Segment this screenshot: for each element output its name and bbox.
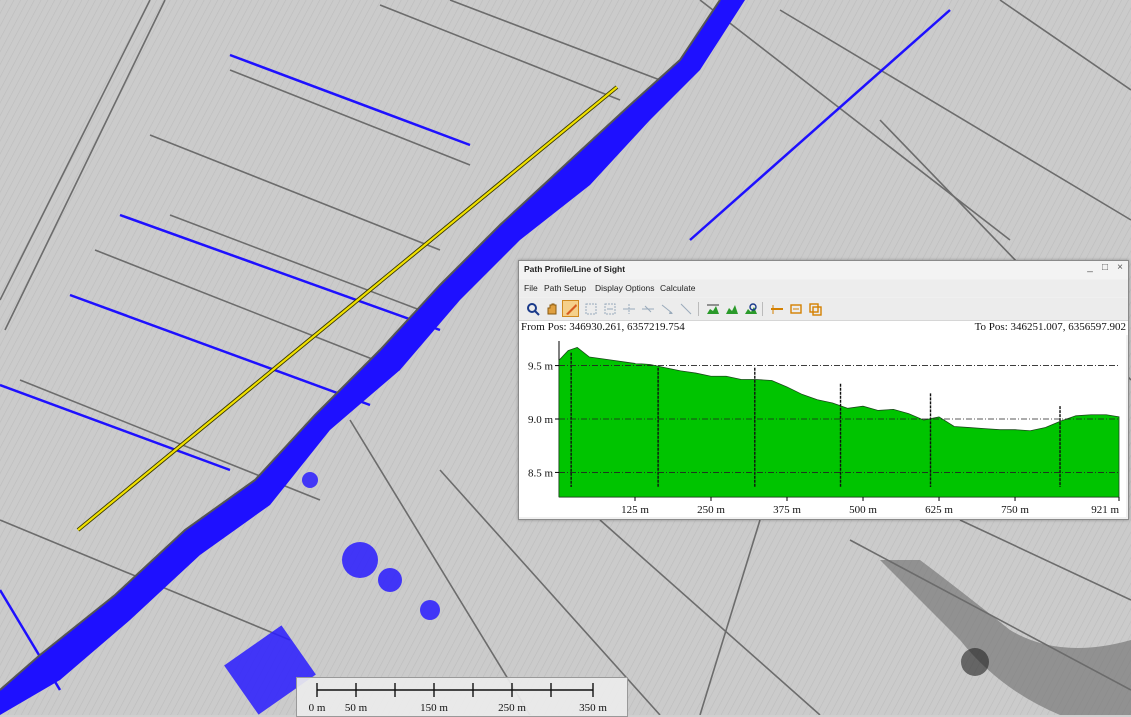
- menu-calculate[interactable]: Calculate: [660, 283, 696, 293]
- fit-extent-icon[interactable]: [601, 300, 618, 317]
- menu-display-options[interactable]: Display Options: [595, 283, 655, 293]
- terrain-zoom-icon[interactable]: [742, 300, 759, 317]
- x-tick-label: 125 m: [621, 504, 649, 516]
- export-icon[interactable]: [787, 300, 804, 317]
- y-tick-label: 9.0 m: [528, 414, 554, 426]
- minimize-button[interactable]: _: [1087, 262, 1093, 273]
- map-scale-bar: 0 m 50 m 150 m 250 m 350 m: [296, 677, 628, 717]
- y-tick-label: 9.5 m: [528, 361, 554, 373]
- position-bar: From Pos: 346930.261, 6357219.754 To Pos…: [519, 321, 1128, 335]
- y-tick-label: 8.5 m: [528, 467, 554, 479]
- maximize-button[interactable]: □: [1101, 262, 1109, 273]
- from-position: From Pos: 346930.261, 6357219.754: [521, 321, 685, 333]
- line-of-sight-icon[interactable]: [768, 300, 785, 317]
- x-tick-label: 625 m: [925, 504, 953, 516]
- to-position: To Pos: 346251.007, 6356597.902: [974, 321, 1126, 333]
- window-titlebar[interactable]: Path Profile/Line of Sight _ □ ×: [519, 261, 1128, 279]
- draw-line-icon[interactable]: [677, 300, 694, 317]
- scale-label: 350 m: [579, 702, 607, 714]
- menu-file[interactable]: File: [524, 283, 538, 293]
- scale-label: 50 m: [344, 702, 368, 714]
- window-title: Path Profile/Line of Sight: [524, 264, 626, 274]
- add-node-icon[interactable]: [620, 300, 637, 317]
- x-tick-label: 500 m: [849, 504, 877, 516]
- pointer-icon[interactable]: [658, 300, 675, 317]
- x-tick-label: 375 m: [773, 504, 801, 516]
- pan-hand-icon[interactable]: [543, 300, 560, 317]
- terrain-profile-icon[interactable]: [704, 300, 721, 317]
- x-tick-label: 921 m: [1091, 504, 1119, 516]
- path-profile-window[interactable]: Path Profile/Line of Sight _ □ × File Pa…: [518, 260, 1129, 520]
- scale-label: 150 m: [420, 702, 448, 714]
- remove-node-icon[interactable]: [639, 300, 656, 317]
- grid-snap-icon[interactable]: [582, 300, 599, 317]
- close-button[interactable]: ×: [1117, 262, 1123, 273]
- copy-icon[interactable]: [806, 300, 823, 317]
- elevation-profile-chart[interactable]: 9.5 m 9.0 m 8.5 m 125 m 250 m 375 m 500 m 625 m…: [519, 335, 1126, 517]
- select-tool-icon[interactable]: [524, 300, 541, 317]
- ruler-edit-icon[interactable]: [562, 300, 579, 317]
- terrain-fill-icon[interactable]: [723, 300, 740, 317]
- x-tick-label: 250 m: [697, 504, 725, 516]
- terrain-area: [558, 346, 1120, 498]
- toolbar: [519, 298, 1128, 321]
- menu-bar: File Path Setup Display Options Calculat…: [519, 280, 1128, 297]
- scale-label: 250 m: [498, 702, 526, 714]
- menu-path-setup[interactable]: Path Setup: [544, 283, 587, 293]
- scale-label: 0 m: [308, 702, 326, 714]
- x-tick-label: 750 m: [1001, 504, 1029, 516]
